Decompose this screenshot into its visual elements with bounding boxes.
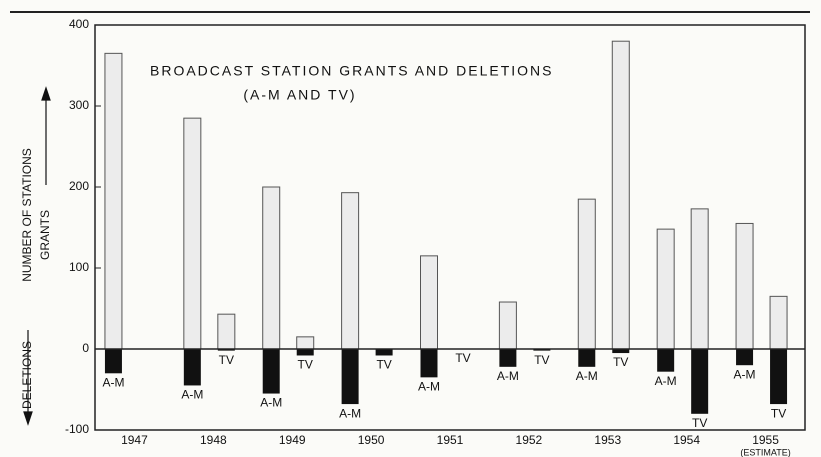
y-tick-label: 100 [69, 260, 89, 274]
chart-subtitle: (A-M AND TV) [243, 87, 356, 103]
grant-bar [104, 52, 123, 350]
x-tick-label: 1953 [594, 433, 621, 447]
bar-label: A-M [497, 369, 519, 383]
bar-label: TV [534, 353, 549, 367]
deletion-bar [341, 349, 359, 405]
deletion-bar [578, 349, 596, 367]
y-tick-label: 200 [69, 179, 89, 193]
grant-bar [611, 40, 630, 350]
deletion-bar [770, 349, 788, 405]
bar-label: TV [613, 355, 628, 369]
grant-bar [498, 301, 517, 350]
grant-bar [769, 295, 788, 350]
bar-label: TV [692, 416, 707, 430]
grant-bar [420, 255, 438, 350]
bar-label: A-M [181, 388, 203, 402]
bar-label: A-M [339, 406, 361, 420]
bar-label: A-M [102, 375, 124, 389]
deletions-label: DELETIONS [20, 341, 34, 409]
y-tick-label: 0 [82, 341, 89, 355]
grant-bar [296, 336, 315, 350]
deletion-bar [104, 349, 122, 374]
bar-label: TV [771, 406, 786, 420]
grant-bar [735, 222, 754, 350]
bar-label: TV [219, 353, 234, 367]
deletion-bar [217, 349, 235, 351]
bar-label: A-M [260, 396, 282, 410]
x-tick-label: 1948 [200, 433, 227, 447]
arrows [23, 86, 51, 426]
bar-label: A-M [655, 374, 677, 388]
bar-label: A-M [734, 367, 756, 381]
y-tick-label: 300 [69, 98, 89, 112]
deletion-bar [736, 349, 754, 366]
y-tick-label: -100 [65, 422, 89, 436]
bar-label: A-M [576, 369, 598, 383]
grant-bar [577, 198, 596, 350]
y-axis-label: NUMBER OF STATIONS [20, 148, 34, 282]
deletion-bar [657, 349, 675, 372]
x-tick-label: 1954 [673, 433, 700, 447]
x-tick-label: 1947 [121, 433, 148, 447]
deletion-bar [375, 349, 393, 356]
x-tick-label: 1950 [358, 433, 385, 447]
plot-frame [94, 24, 806, 431]
x-tick-label: 1955 [752, 433, 779, 447]
deletion-bar [691, 349, 709, 414]
x-tick-label: 1951 [437, 433, 464, 447]
deletion-bar [420, 349, 438, 378]
grant-bar [341, 192, 360, 350]
grant-bar [656, 228, 675, 350]
grants-label: GRANTS [38, 210, 52, 260]
deletion-bar [499, 349, 517, 367]
bar-label: TV [376, 358, 391, 372]
x-tick-label: 1949 [279, 433, 306, 447]
deletion-bar [533, 349, 551, 351]
grant-bar [690, 208, 709, 350]
category-note: (ESTIMATE) [740, 447, 790, 457]
bar-label: TV [455, 351, 470, 365]
y-tick-label: 400 [69, 17, 89, 31]
bar-label: A-M [418, 380, 440, 394]
deletion-bar [296, 349, 314, 356]
grant-bar [262, 186, 281, 350]
deletion-bar [612, 349, 630, 354]
deletion-bar [183, 349, 201, 386]
chart-title: BROADCAST STATION GRANTS AND DELETIONS [150, 63, 554, 79]
grant-bar [183, 117, 202, 350]
grant-bar [217, 313, 236, 350]
deletion-bar [262, 349, 280, 394]
bar-label: TV [298, 358, 313, 372]
x-tick-label: 1952 [516, 433, 543, 447]
